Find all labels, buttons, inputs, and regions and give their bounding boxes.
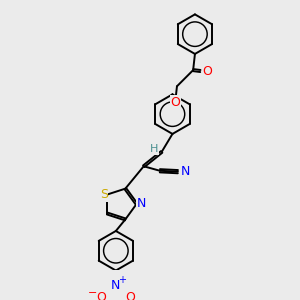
Text: N: N — [111, 279, 121, 292]
Text: O: O — [125, 291, 135, 300]
Text: O: O — [97, 291, 106, 300]
Text: −: − — [88, 288, 97, 298]
Text: O: O — [170, 96, 180, 109]
Text: N: N — [136, 196, 146, 210]
Text: H: H — [150, 144, 159, 154]
Text: S: S — [100, 188, 108, 201]
Text: O: O — [202, 65, 212, 78]
Text: +: + — [118, 275, 126, 285]
Text: N: N — [180, 165, 190, 178]
